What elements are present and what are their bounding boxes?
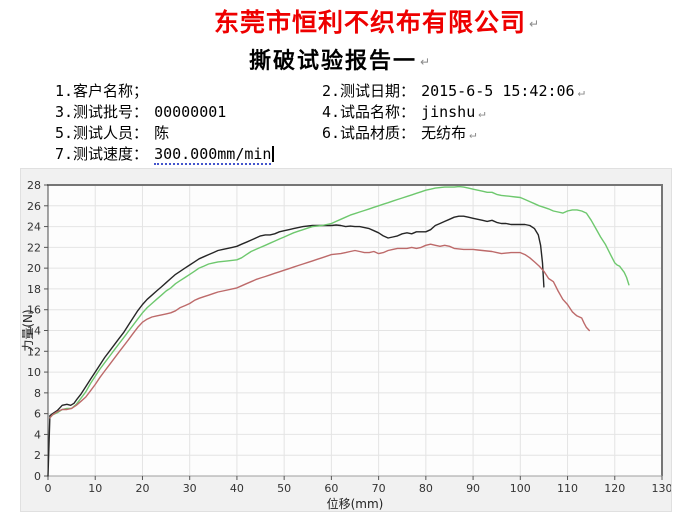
company-title-line[interactable]: 东莞市恒利不织布有限公司 ↵ xyxy=(0,3,679,39)
x-tick-label: 120 xyxy=(604,482,625,495)
customer-name-label: 1.客户名称； xyxy=(55,82,149,100)
x-tick-label: 100 xyxy=(510,482,531,495)
report-title: 撕破试验报告一 xyxy=(248,49,417,74)
y-tick-label: 0 xyxy=(34,470,41,483)
y-tick-label: 14 xyxy=(27,325,41,338)
y-tick-label: 28 xyxy=(27,179,41,192)
sample-name-label: 4.试品名称： xyxy=(322,103,416,121)
field-test-date[interactable]: 2.测试日期： 2015-6-5 15:42:06 ↵ xyxy=(322,81,585,101)
test-date-value[interactable]: 2015-6-5 15:42:06 xyxy=(421,82,575,100)
field-customer-name[interactable]: 1.客户名称； xyxy=(55,81,154,101)
series-specimen-1-black xyxy=(47,215,545,477)
series-specimen-2-green xyxy=(49,185,630,419)
field-test-speed[interactable]: 7.测试速度： 300.000mm/min xyxy=(55,144,275,165)
x-tick-label: 50 xyxy=(277,482,291,495)
x-tick-label: 90 xyxy=(466,482,480,495)
x-tick-label: 130 xyxy=(652,482,672,495)
x-tick-label: 0 xyxy=(45,482,52,495)
y-tick-label: 22 xyxy=(27,241,41,254)
x-tick-label: 60 xyxy=(324,482,338,495)
field-tester[interactable]: 5.测试人员： 陈 xyxy=(55,123,169,143)
series-specimen-3-red xyxy=(49,243,590,419)
paragraph-mark-icon: ↵ xyxy=(419,55,431,69)
y-tick-label: 6 xyxy=(34,408,41,421)
paragraph-mark-icon: ↵ xyxy=(528,17,540,31)
test-speed-value[interactable]: 300.000mm/min xyxy=(154,145,272,165)
test-batch-value[interactable]: 00000001 xyxy=(154,103,227,121)
paragraph-mark-icon: ↵ xyxy=(469,126,477,141)
paragraph-mark-icon: ↵ xyxy=(478,105,486,120)
tester-label: 5.测试人员： xyxy=(55,124,149,142)
y-tick-label: 26 xyxy=(27,200,41,213)
y-tick-label: 18 xyxy=(27,283,41,296)
field-test-batch[interactable]: 3.测试批号： 00000001 xyxy=(55,102,226,122)
field-sample-material[interactable]: 6.试品材质： 无纺布 ↵ xyxy=(322,123,476,143)
test-speed-label: 7.测试速度： xyxy=(55,145,149,163)
tester-value[interactable]: 陈 xyxy=(154,124,170,142)
paragraph-mark-icon: ↵ xyxy=(577,84,585,99)
x-tick-label: 40 xyxy=(230,482,244,495)
y-tick-label: 10 xyxy=(27,366,41,379)
tear-test-chart: 0 10 20 30 40 50 60 70 80 90 100 110 120 130 0 2 4 6 8 10 12… xyxy=(20,168,672,512)
y-axis-title: 力量(N) xyxy=(21,309,35,351)
sample-name-value[interactable]: jinshu xyxy=(421,103,476,121)
x-axis-title: 位移(mm) xyxy=(327,496,384,511)
x-tick-label: 70 xyxy=(372,482,386,495)
x-tick-label: 10 xyxy=(88,482,102,495)
y-tick-label: 20 xyxy=(27,262,41,275)
report-title-line[interactable]: 撕破试验报告一 ↵ xyxy=(0,43,679,75)
x-tick-label: 30 xyxy=(183,482,197,495)
y-tick-label: 8 xyxy=(34,387,41,400)
x-tick-label: 110 xyxy=(557,482,578,495)
chart-canvas: 0 10 20 30 40 50 60 70 80 90 100 110 120 130024681012… xyxy=(21,179,672,511)
x-tick-label: 80 xyxy=(419,482,433,495)
text-cursor xyxy=(272,145,275,162)
test-date-label: 2.测试日期： xyxy=(322,82,416,100)
y-tick-label: 2 xyxy=(34,449,41,462)
y-tick-label: 4 xyxy=(34,428,41,441)
test-batch-label: 3.测试批号： xyxy=(55,103,149,121)
sample-material-label: 6.试品材质： xyxy=(322,124,416,142)
field-sample-name[interactable]: 4.试品名称： jinshu ↵ xyxy=(322,102,485,122)
sample-material-value[interactable]: 无纺布 xyxy=(421,124,467,142)
y-tick-label: 16 xyxy=(27,304,41,317)
y-tick-label: 12 xyxy=(27,345,41,358)
y-tick-label: 24 xyxy=(27,221,41,234)
company-title: 东莞市恒利不织布有限公司 xyxy=(213,8,526,37)
x-tick-label: 20 xyxy=(135,482,149,495)
